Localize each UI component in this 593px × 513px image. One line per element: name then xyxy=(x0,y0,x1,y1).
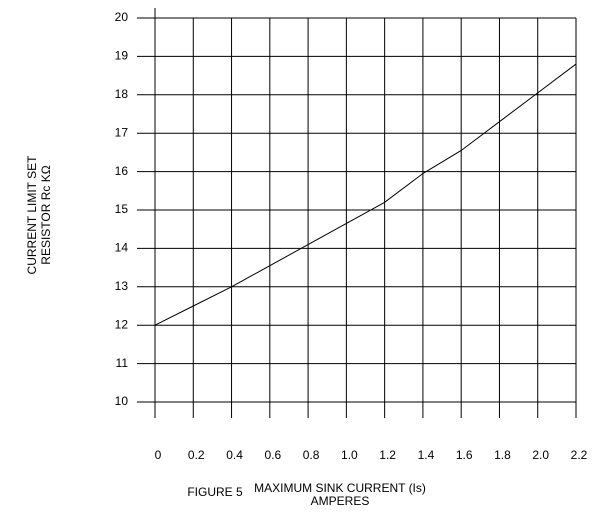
caption: FIGURE 5 xyxy=(187,485,243,499)
y-tick-label: 14 xyxy=(115,241,129,255)
y-tick-label: 19 xyxy=(115,49,129,63)
x-tick-label: 0.4 xyxy=(226,448,243,462)
data-line xyxy=(154,63,577,326)
y-tick-label: 10 xyxy=(115,394,129,408)
x-tick-label: 2.0 xyxy=(532,448,549,462)
x-tick-label: 1.2 xyxy=(379,448,396,462)
x-tick-label: 0.2 xyxy=(188,448,205,462)
x-tick-label: 0 xyxy=(155,448,162,462)
x-tick-label: 1.4 xyxy=(418,448,435,462)
x-axis-label: MAXIMUM SINK CURRENT (Is) xyxy=(254,481,426,495)
y-tick-label: 17 xyxy=(115,125,129,139)
x-tick-label: 1.6 xyxy=(456,448,473,462)
x-tick-label: 2.2 xyxy=(571,448,588,462)
y-tick-label: 12 xyxy=(115,317,129,331)
x-axis-label: AMPERES xyxy=(311,494,370,508)
x-tick-label: 0.8 xyxy=(303,448,320,462)
x-tick-label: 1.8 xyxy=(494,448,511,462)
y-tick-label: 13 xyxy=(115,279,129,293)
x-tick-label: 1.0 xyxy=(341,448,358,462)
y-tick-label: 16 xyxy=(115,164,129,178)
x-tick-label: 0.6 xyxy=(264,448,281,462)
y-tick-label: 11 xyxy=(116,356,129,370)
y-axis-label-group: CURRENT LIMIT SET RESISTOR Rc KΩ xyxy=(25,155,53,275)
y-axis-label: RESISTOR Rc KΩ xyxy=(39,165,53,264)
y-tick-label: 15 xyxy=(115,202,129,216)
y-axis-label: CURRENT LIMIT SET xyxy=(25,155,39,275)
y-tick-label: 18 xyxy=(115,87,129,101)
y-tick-label: 20 xyxy=(115,10,129,24)
